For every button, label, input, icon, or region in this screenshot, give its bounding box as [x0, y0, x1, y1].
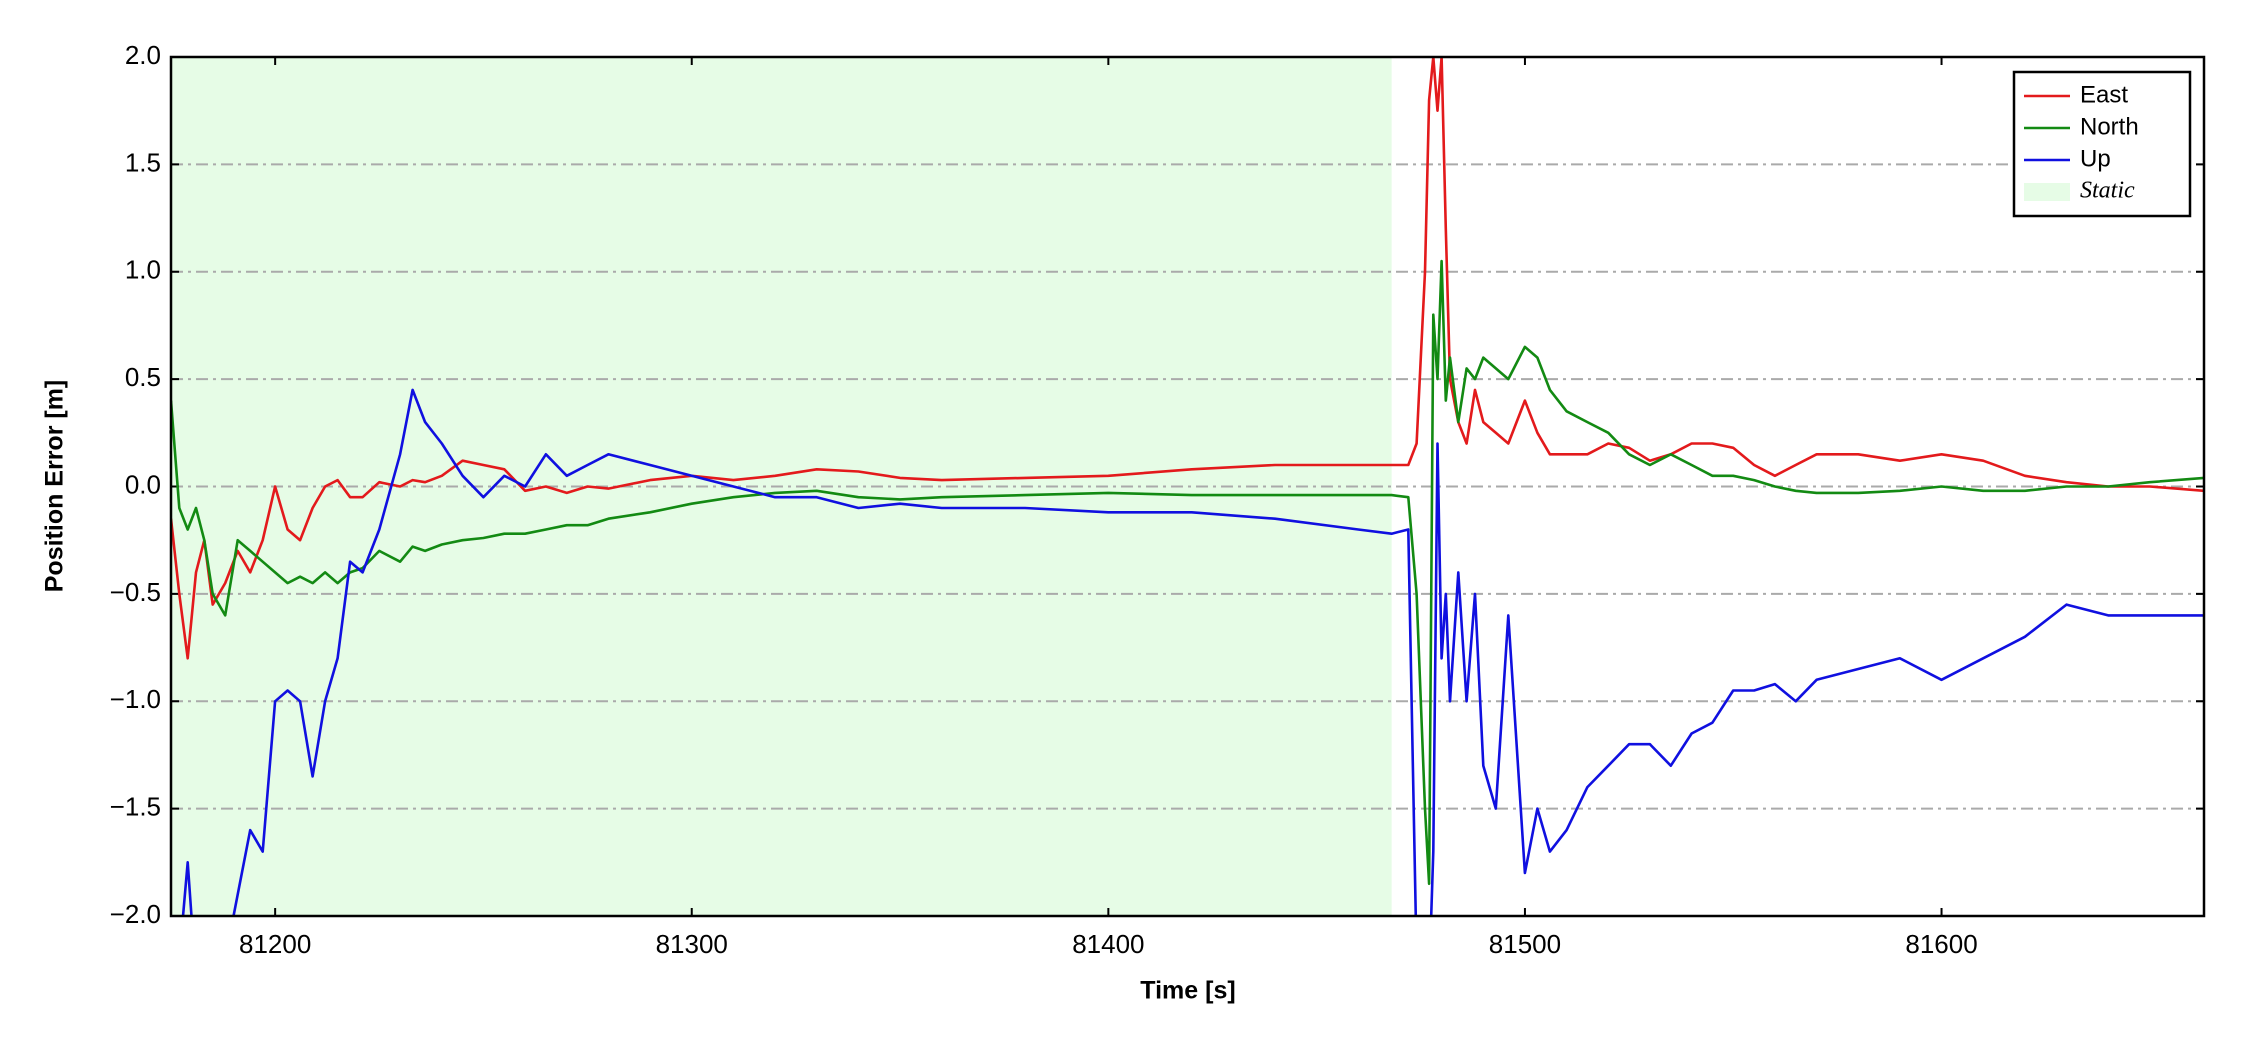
- x-tick-label: 81400: [1072, 929, 1144, 959]
- legend-label: Up: [2080, 145, 2111, 172]
- plot-lines: [171, 57, 2204, 916]
- x-tick-label: 81300: [656, 929, 728, 959]
- x-axis-label: Time [s]: [1140, 977, 1235, 1005]
- x-tick-label: 81200: [239, 929, 311, 959]
- y-tick-label: −2.0: [110, 899, 161, 929]
- x-tick-label: 81500: [1489, 929, 1561, 959]
- series-line: [171, 57, 2204, 660]
- y-tick-label: 1.0: [125, 255, 161, 285]
- series-line: [171, 259, 2204, 886]
- plot-frame: [169, 55, 2206, 918]
- y-axis-label: Position Error [m]: [41, 380, 69, 593]
- x-tick-label: 81600: [1905, 929, 1977, 959]
- series-line: [181, 388, 2204, 916]
- y-tick-label: 0.0: [125, 469, 161, 499]
- legend-label: East: [2080, 81, 2128, 108]
- y-tick-label: −0.5: [110, 577, 161, 607]
- y-tick-label: −1.0: [110, 684, 161, 714]
- legend-label: Static: [2080, 178, 2135, 204]
- y-tick-label: 0.5: [125, 362, 161, 392]
- y-tick-label: 2.0: [125, 40, 161, 70]
- legend-swatch: [2024, 183, 2070, 201]
- legend-label: North: [2080, 113, 2139, 140]
- y-tick-label: −1.5: [110, 792, 161, 822]
- y-tick-label: 1.5: [125, 147, 161, 177]
